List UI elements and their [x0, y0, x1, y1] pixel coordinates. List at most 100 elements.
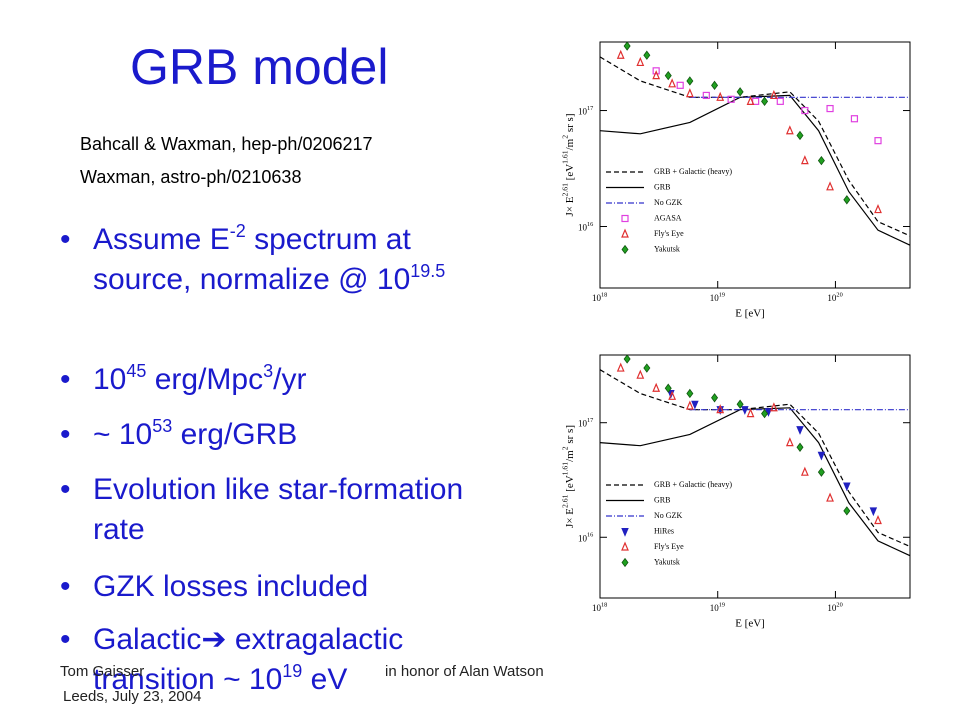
superscript: 19 [282, 661, 303, 681]
label-text: /m [564, 138, 576, 150]
data-point [817, 155, 825, 166]
legend-label: HiRes [654, 526, 674, 535]
label-text: 10 [592, 293, 602, 303]
y-tick-label: 1017 [578, 418, 593, 429]
superscript: 2 [560, 135, 569, 139]
bullet-text: /yr [273, 363, 307, 396]
superscript: 16 [587, 221, 593, 228]
legend-swatch [621, 214, 629, 223]
superscript: 18 [601, 602, 607, 609]
data-point [796, 130, 804, 141]
data-point [652, 70, 661, 80]
x-tick-label: 1019 [710, 292, 725, 303]
data-point [676, 81, 684, 89]
data-point [800, 155, 809, 165]
bullet-text: spectrum at source, normalize @ 10 [93, 223, 411, 296]
superscript: 45 [126, 361, 147, 381]
data-point [664, 383, 672, 393]
y-axis-label: J× E2.61 [eV1.61/m2 sr s] [560, 114, 575, 217]
bullet-text: 10 [93, 363, 127, 396]
y-tick-label: 1016 [578, 532, 593, 543]
bullet: ~ 1053 erg/GRB [60, 415, 513, 455]
bullet: 1045 erg/Mpc3/yr [60, 360, 513, 400]
superscript: 1.61 [560, 462, 569, 476]
legend-swatch [621, 557, 629, 568]
data-point [843, 482, 851, 492]
superscript: 17 [587, 105, 593, 112]
legend-swatch [621, 244, 629, 255]
label-text: sr s] [564, 114, 576, 135]
data-point [668, 78, 677, 88]
label-text: J× E [564, 196, 576, 216]
legend-label: GRB + Galactic (heavy) [654, 480, 732, 489]
legend-label: Yakutsk [654, 557, 680, 566]
data-point [623, 41, 631, 51]
label-text: /m [564, 450, 576, 462]
superscript: 53 [152, 416, 173, 436]
superscript: 20 [836, 602, 842, 609]
bullet-text: erg/Mpc [146, 363, 264, 396]
data-point [796, 426, 804, 435]
footer-venue: Leeds, July 23, 2004 [63, 688, 202, 705]
data-point [686, 388, 694, 399]
label-text: 10 [578, 533, 588, 543]
bullet-text: GZK losses included [93, 570, 369, 603]
data-point [817, 451, 826, 461]
footer-dedication: in honor of Alan Watson [385, 663, 544, 680]
data-point [616, 49, 625, 59]
data-point [685, 400, 694, 410]
superscript: 18 [601, 292, 607, 299]
superscript: 2.61 [560, 183, 569, 197]
label-text: 10 [827, 293, 837, 303]
data-point [874, 515, 882, 525]
plot-frame [599, 41, 911, 289]
label-text: 10 [578, 223, 588, 233]
bullet-text: Galactic➔ extragalactic transition ~ 10 [93, 623, 404, 696]
bullet: Assume E-2 spectrum at source, normalize… [60, 220, 513, 300]
legend-label: GRB [654, 495, 670, 504]
data-point [727, 95, 735, 103]
data-point [785, 437, 794, 447]
data-point [711, 80, 719, 90]
superscript: 2.61 [560, 494, 569, 508]
superscript: 3 [263, 361, 274, 381]
data-point [826, 492, 834, 502]
label-text: 10 [710, 293, 720, 303]
y-axis-label: J× E2.61 [eV1.61/m2 sr s] [560, 425, 575, 528]
bullet-text: erg/GRB [172, 418, 298, 451]
model-curve [599, 94, 911, 246]
label-text: 10 [827, 603, 837, 613]
y-tick-label: 1016 [578, 221, 593, 232]
data-point [764, 408, 773, 417]
data-point [668, 390, 677, 400]
x-tick-label: 1020 [827, 602, 842, 613]
data-point [801, 106, 809, 115]
data-point [761, 96, 769, 107]
label-text: [eV [564, 164, 576, 183]
data-point [686, 76, 694, 86]
data-point [826, 181, 834, 191]
bullet: GZK losses included [60, 567, 513, 607]
data-point [776, 97, 784, 105]
data-point [746, 95, 755, 105]
data-point [711, 393, 719, 403]
data-point [736, 399, 744, 409]
data-point [843, 195, 851, 205]
label-text: 10 [578, 107, 588, 117]
reference: Waxman, astro-ph/0210638 [80, 167, 302, 187]
data-point [826, 104, 834, 113]
data-point [685, 88, 694, 98]
legend-label: GRB [654, 182, 670, 191]
model-curve [599, 407, 911, 557]
superscript: 16 [587, 532, 593, 539]
data-point [691, 400, 699, 410]
legend-swatch [621, 228, 629, 238]
data-point [664, 70, 672, 81]
legend-swatch [621, 541, 629, 551]
bullet: Evolution like star-formation rate [60, 470, 513, 550]
superscript: 1.61 [560, 150, 569, 164]
bullet-text: eV [302, 663, 348, 696]
data-point [800, 466, 809, 476]
superscript: 19.5 [410, 261, 446, 281]
